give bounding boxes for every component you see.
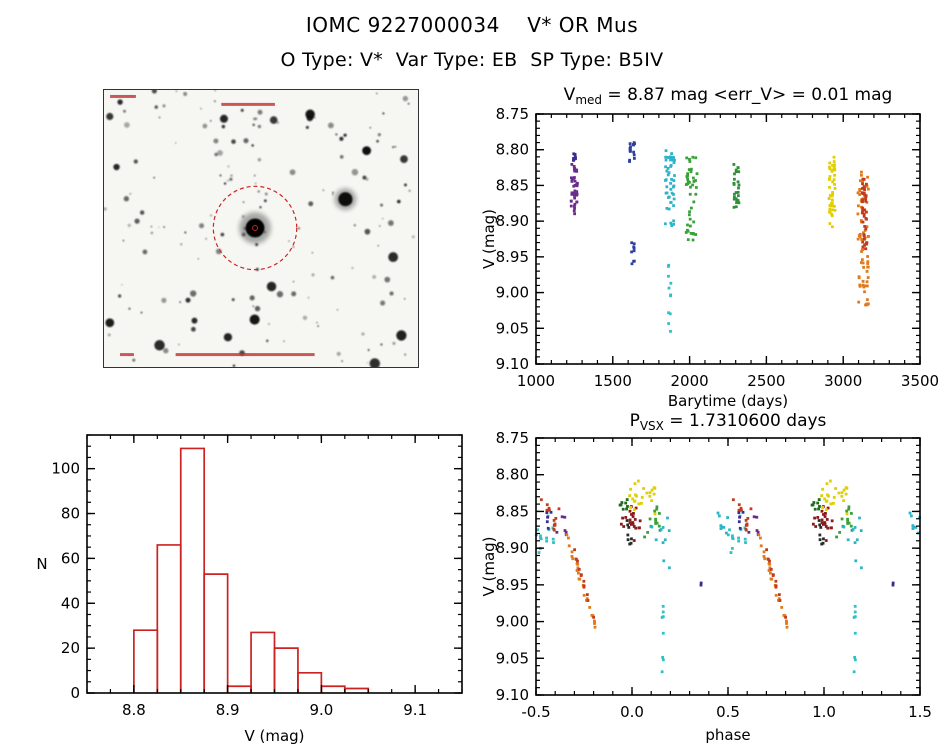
- histogram-data-points: [133, 447, 370, 693]
- phase-ylabel: V (mag): [480, 536, 498, 596]
- histogram-ytick-label: 20: [61, 639, 80, 657]
- phase-title: PVSX = 1.7310600 days: [630, 411, 827, 433]
- histogram-xlabel: V (mag): [244, 727, 304, 745]
- timeseries-axes: [535, 113, 921, 365]
- phase-ytick-label: 9.00: [496, 613, 529, 631]
- phase-ytick-label: 8.75: [496, 429, 529, 447]
- histogram-ytick-label: 60: [61, 549, 80, 567]
- timeseries-ylabel: V (mag): [480, 209, 498, 269]
- page-subtitle: O Type: V* Var Type: EB SP Type: B5IV: [280, 49, 664, 71]
- histogram-ytick-label: 0: [70, 684, 80, 702]
- histogram-ylabel: N: [36, 555, 47, 573]
- timeseries-xtick-label: 2500: [747, 372, 785, 390]
- histogram-xtick-label: 9.0: [309, 701, 333, 719]
- phase-xtick-label: 1.5: [908, 703, 932, 721]
- magnitude-histogram-plot: 8.8 8.9 9.0 9.1 0 20 40 60 80 100 V (mag) N: [36, 434, 463, 745]
- histogram-xtick-label: 9.1: [403, 701, 427, 719]
- phase-ytick-label: 8.85: [496, 502, 529, 520]
- timeseries-xtick-label: 3000: [824, 372, 862, 390]
- histogram-axes: [86, 434, 463, 694]
- target-circle-marker: [212, 185, 298, 271]
- histogram-ytick-label: 40: [61, 594, 80, 612]
- phase-xtick-label: 1.0: [812, 703, 836, 721]
- timeseries-xtick-label: 2000: [671, 372, 709, 390]
- timeseries-ytick-label: 8.80: [496, 141, 529, 159]
- phase-ytick-label: 9.05: [496, 649, 529, 667]
- histogram-xtick-label: 8.9: [216, 701, 240, 719]
- phase-ytick-label: 8.95: [496, 576, 529, 594]
- phase-folded-plot: -0.5 0.0 0.5 1.0 1.5 8.75 8.80 8.85 8.90 8.95 9.00…: [480, 411, 932, 744]
- phase-xlabel: phase: [705, 726, 750, 744]
- phase-axes: [535, 437, 921, 696]
- timeseries-xlabel: Barytime (days): [668, 392, 788, 410]
- timeseries-title: Vmed = 8.87 mag <err_V> = 0.01 mag: [564, 85, 893, 107]
- background-stars: [104, 90, 415, 367]
- phase-xtick-label: 0.5: [716, 703, 740, 721]
- timeseries-ytick-label: 8.95: [496, 248, 529, 266]
- timeseries-ytick-label: 9.10: [496, 355, 529, 373]
- page-title: IOMC 9227000034 V* OR Mus: [305, 13, 639, 37]
- timeseries-ytick-label: 9.05: [496, 319, 529, 337]
- target-star: [211, 190, 299, 266]
- phase-xtick-label: 0.0: [620, 703, 644, 721]
- phase-ytick-label: 8.90: [496, 539, 529, 557]
- histogram-ytick-label: 80: [61, 505, 80, 523]
- timeseries-xtick-label: 1000: [517, 372, 555, 390]
- bright-star: [334, 188, 357, 211]
- timeseries-ytick-label: 8.85: [496, 176, 529, 194]
- histogram-ytick-label: 100: [51, 460, 80, 478]
- timeseries-ytick-label: 9.00: [496, 284, 529, 302]
- timeseries-ytick-label: 8.90: [496, 212, 529, 230]
- phase-ytick-label: 8.80: [496, 466, 529, 484]
- histogram-xtick-label: 8.8: [122, 701, 146, 719]
- phase-ytick-label: 9.10: [496, 686, 529, 704]
- star-field-canvas: [104, 90, 418, 367]
- star-field-image: [103, 89, 419, 368]
- annotation-marks: [110, 94, 315, 357]
- lightcurve-time-plot: 1000 1500 2000 2500 3000 3500 8.75 8.80 8.85 8.90…: [480, 85, 939, 410]
- timeseries-xtick-label: 3500: [901, 372, 939, 390]
- phase-data-points: [534, 479, 922, 674]
- timeseries-data-points: [569, 141, 870, 333]
- timeseries-xtick-label: 1500: [594, 372, 632, 390]
- phase-xtick-label: -0.5: [521, 703, 550, 721]
- timeseries-ytick-label: 8.75: [496, 105, 529, 123]
